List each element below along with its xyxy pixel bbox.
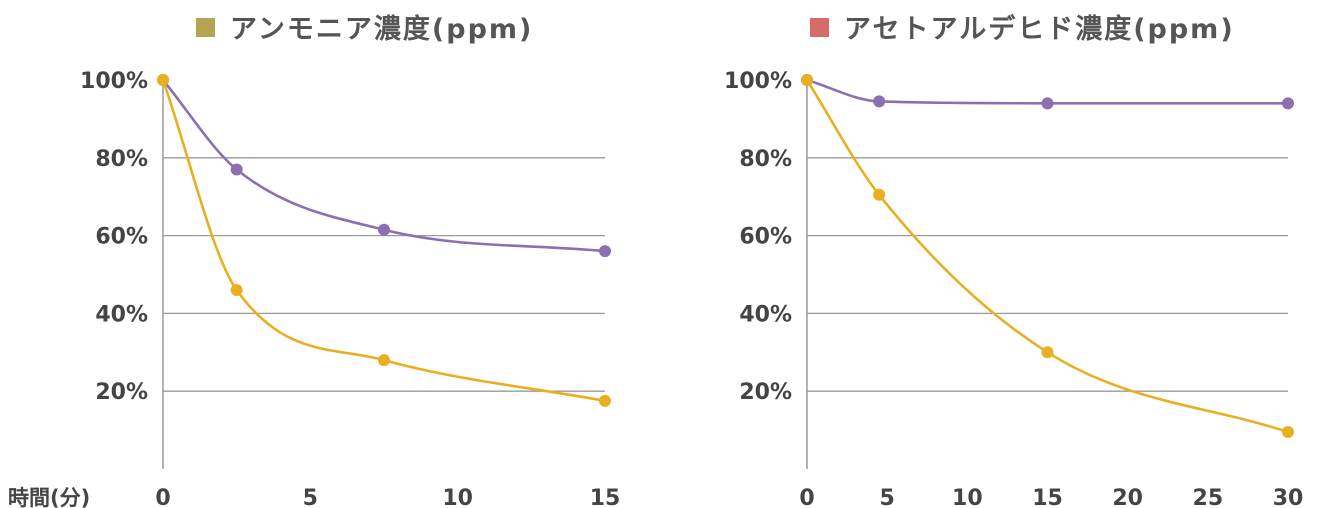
data-point bbox=[378, 354, 390, 367]
series-line bbox=[161, 78, 607, 253]
y-tick-label: 100% bbox=[724, 69, 792, 94]
x-tick-label: 25 bbox=[1193, 486, 1224, 508]
legend-swatch bbox=[810, 18, 829, 37]
x-tick-label: 5 bbox=[880, 486, 895, 508]
y-tick-label: 60% bbox=[739, 225, 792, 250]
chart-title: アンモニア濃度(ppm) bbox=[230, 13, 533, 45]
series-line bbox=[161, 78, 607, 403]
x-tick-label: 15 bbox=[1032, 486, 1063, 508]
y-tick-label: 80% bbox=[739, 147, 792, 172]
data-point bbox=[1041, 97, 1054, 110]
y-tick-label: 100% bbox=[80, 69, 148, 94]
data-point bbox=[801, 74, 813, 86]
y-tick-label: 40% bbox=[739, 302, 792, 327]
y-tick-label: 40% bbox=[95, 302, 148, 327]
data-point bbox=[378, 223, 390, 236]
x-tick-label: 10 bbox=[442, 486, 473, 508]
x-tick-label: 30 bbox=[1273, 486, 1304, 508]
x-tick-label: 20 bbox=[1112, 486, 1143, 508]
data-point bbox=[230, 284, 243, 297]
x-axis-label: 時間(分) bbox=[8, 486, 90, 508]
data-point bbox=[873, 188, 886, 201]
series-line bbox=[805, 78, 1290, 105]
legend-swatch bbox=[196, 18, 215, 37]
x-tick-label: 0 bbox=[155, 486, 170, 508]
data-point bbox=[230, 163, 243, 176]
y-tick-label: 20% bbox=[95, 380, 148, 405]
data-point bbox=[599, 245, 611, 258]
data-point bbox=[1282, 97, 1294, 110]
series-line bbox=[805, 78, 1290, 434]
data-point bbox=[599, 394, 611, 407]
x-tick-label: 15 bbox=[590, 486, 621, 508]
chart-title: アセトアルデヒド濃度(ppm) bbox=[844, 13, 1235, 45]
data-point bbox=[1041, 346, 1054, 359]
data-point bbox=[873, 95, 886, 108]
y-tick-label: 60% bbox=[95, 225, 148, 250]
y-tick-label: 80% bbox=[95, 147, 148, 172]
y-tick-label: 20% bbox=[739, 380, 792, 405]
x-tick-label: 0 bbox=[799, 486, 814, 508]
x-tick-label: 5 bbox=[303, 486, 318, 508]
data-point bbox=[157, 74, 169, 86]
data-point bbox=[1282, 426, 1294, 439]
x-tick-label: 10 bbox=[952, 486, 983, 508]
